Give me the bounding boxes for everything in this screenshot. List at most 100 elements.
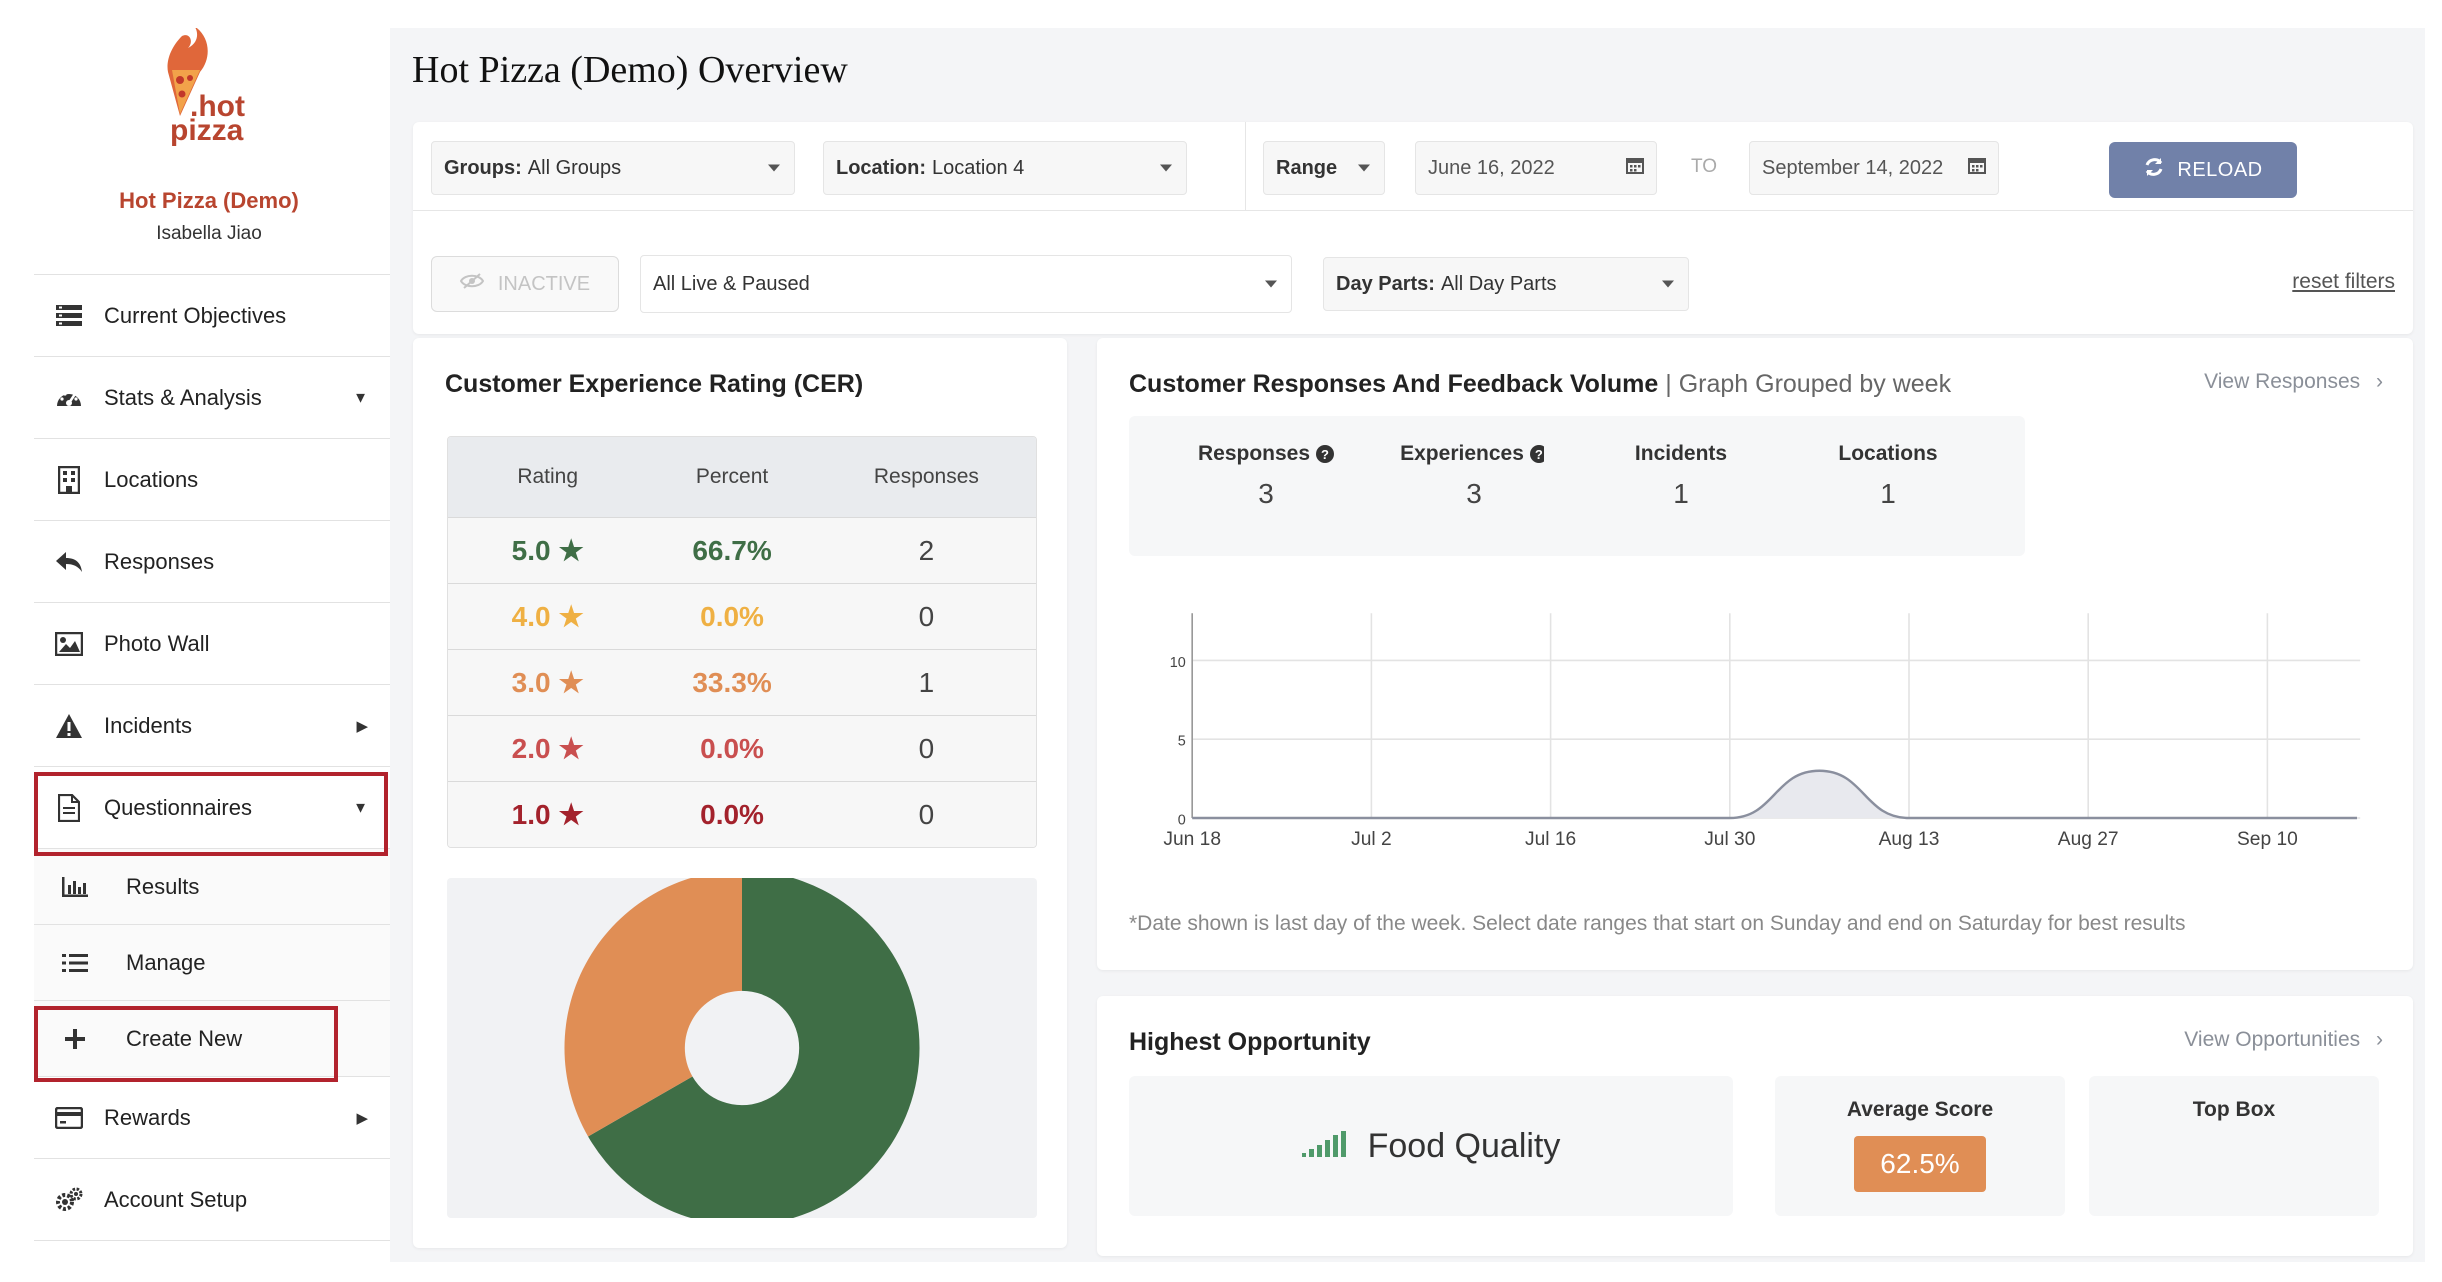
sidebar-item-questionnaires[interactable]: Questionnaires ▼ (34, 766, 390, 848)
area-fill (1192, 770, 2357, 818)
col-percent-header: Percent (695, 465, 769, 488)
sidebar: .hot pizza Hot Pizza (Demo) Isabella Jia… (0, 0, 390, 1262)
rating-value: 3.0 ★ (448, 666, 647, 699)
rating-row: 5.0 ★ 66.7% 2 (448, 517, 1036, 583)
sidebar-divider (34, 1240, 390, 1241)
sidebar-subitem-create-new[interactable]: Create New (34, 1000, 390, 1076)
groups-label: Groups: (444, 156, 522, 179)
status-value: All Live & Paused (653, 272, 810, 295)
star-icon: ★ (558, 799, 584, 830)
sidebar-item-current-objectives[interactable]: Current Objectives (34, 274, 390, 356)
date-range-to-label: TO (1691, 156, 1718, 177)
status-select[interactable]: All Live & Paused (640, 255, 1292, 313)
sidebar-item-incidents[interactable]: Incidents ▶ (34, 684, 390, 766)
reload-button[interactable]: RELOAD (2109, 142, 2297, 198)
date-from-input[interactable]: June 16, 2022 (1415, 141, 1657, 195)
help-circle-icon[interactable]: ? (1529, 445, 1548, 463)
opportunity-title: Highest Opportunity (1129, 1028, 1371, 1056)
rating-rows: 5.0 ★ 66.7% 2 4.0 ★ 0.0% 0 3.0 ★ 33.3% 1 2.0 ★ 0.0% 0 1.… (448, 517, 1036, 847)
rating-row: 4.0 ★ 0.0% 0 (448, 583, 1036, 649)
rating-responses: 2 (918, 534, 935, 566)
average-score-box: Average Score 62.5% (1775, 1076, 2065, 1216)
x-tick-label: Jul 16 (1525, 829, 1576, 850)
opportunity-card: Highest Opportunity View Opportunities ›… (1097, 996, 2413, 1256)
filters-vertical-divider (1245, 122, 1246, 210)
eye-slash-icon (459, 272, 485, 296)
range-select[interactable]: Range (1263, 141, 1385, 195)
y-tick-label: 5 (1178, 734, 1186, 750)
reload-label: RELOAD (2177, 158, 2263, 181)
sidebar-item-stats-analysis[interactable]: Stats & Analysis ▼ (34, 356, 390, 438)
col-rating-header: Rating (517, 465, 579, 488)
filters-divider (413, 210, 2413, 211)
help-circle-icon[interactable]: ? (1316, 445, 1335, 463)
inactive-toggle-button[interactable]: INACTIVE (431, 256, 619, 312)
volume-title-main: Customer Responses And Feedback Volume (1129, 370, 1659, 398)
x-tick-label: Aug 27 (2058, 829, 2119, 850)
dropdown-caret-icon (1265, 280, 1277, 288)
sidebar-item-label: Create New (126, 1025, 243, 1051)
sidebar-item-label: Photo Wall (104, 630, 210, 656)
pie-slice-5.0[interactable] (588, 870, 920, 1226)
stat-label: Locations (1751, 442, 2025, 466)
average-score-badge: 62.5% (1854, 1136, 1986, 1192)
cer-pie-panel (447, 870, 1037, 1226)
chevron-right-icon: › (2376, 370, 2383, 393)
view-opportunities-link[interactable]: View Opportunities › (2184, 1028, 2383, 1052)
rating-number: 1.0 (511, 799, 551, 830)
rating-responses: 0 (918, 798, 935, 830)
sidebar-item-label: Manage (126, 949, 206, 975)
sidebar-subitem-manage[interactable]: Manage (34, 924, 390, 1000)
inactive-label: INACTIVE (497, 272, 591, 295)
chevron-right-icon: › (2376, 1028, 2383, 1051)
filters-panel: Groups: All Groups Location: Location 4 … (413, 122, 2413, 334)
dayparts-value: All Day Parts (1440, 272, 1557, 295)
stat-value: 3 (1466, 478, 1482, 509)
signal-bars-icon (1301, 1127, 1346, 1166)
dropdown-caret-icon (1160, 164, 1172, 172)
col-responses-header: Responses (873, 465, 979, 488)
view-responses-link[interactable]: View Responses › (2204, 370, 2383, 394)
rating-table-header: Rating Percent Responses (448, 437, 1036, 517)
star-icon: ★ (558, 535, 584, 566)
sidebar-item-label: Stats & Analysis (104, 384, 262, 410)
sidebar-item-locations[interactable]: Locations (34, 438, 390, 520)
top-box-label: Top Box (2192, 1098, 2276, 1121)
stat-value: 3 (1258, 478, 1274, 509)
rating-responses: 1 (918, 666, 935, 698)
reset-filters-link[interactable]: reset filters (2292, 270, 2395, 293)
rating-responses: 0 (918, 600, 935, 632)
opportunity-item-box[interactable]: Food Quality (1129, 1076, 1733, 1216)
stat-label-text: Experiences (1400, 442, 1524, 465)
main-content: Hot Pizza (Demo) Overview Groups: All Gr… (390, 28, 2425, 1262)
rating-percent: 0.0% (700, 732, 764, 764)
sidebar-item-account-setup[interactable]: Account Setup (34, 1158, 390, 1240)
rating-value: 2.0 ★ (448, 732, 647, 765)
average-score-label: Average Score (1846, 1098, 1994, 1121)
stat-label-text: Incidents (1634, 442, 1728, 465)
location-select[interactable]: Location: Location 4 (823, 141, 1187, 195)
sidebar-nav: Current Objectives Stats & Analysis ▼ Lo… (34, 274, 390, 1241)
warning-triangle-icon (54, 711, 84, 741)
sidebar-item-responses[interactable]: Responses (34, 520, 390, 602)
rating-percent: 33.3% (692, 666, 772, 698)
calendar-icon (1626, 156, 1644, 180)
sidebar-item-photo-wall[interactable]: Photo Wall (34, 602, 390, 684)
volume-area-chart: Jun 18 Jul 2 Jul 16 Jul 30 Aug 13 Aug 27 Sep 1… (1163, 613, 2361, 850)
sidebar-item-label: Rewards (104, 1104, 191, 1130)
sidebar-item-rewards[interactable]: Rewards ▶ (34, 1076, 390, 1158)
sidebar-subitem-results[interactable]: Results (34, 848, 390, 924)
dropdown-caret-icon (1662, 280, 1674, 288)
cer-title: Customer Experience Rating (CER) (445, 370, 864, 398)
pie-slice-3.0[interactable] (564, 870, 742, 1137)
stat-label-text: Responses (1197, 442, 1311, 465)
cer-donut-chart (564, 870, 920, 1226)
svg-text:.hot: .hot (190, 90, 245, 123)
groups-select[interactable]: Groups: All Groups (431, 141, 795, 195)
brand-logo[interactable]: .hot pizza (160, 26, 260, 148)
x-tick-label: Jul 2 (1351, 829, 1392, 850)
document-icon (54, 793, 84, 823)
sidebar-item-label: Incidents (104, 712, 193, 738)
dayparts-select[interactable]: Day Parts: All Day Parts (1323, 257, 1689, 311)
date-to-input[interactable]: September 14, 2022 (1749, 141, 1999, 195)
